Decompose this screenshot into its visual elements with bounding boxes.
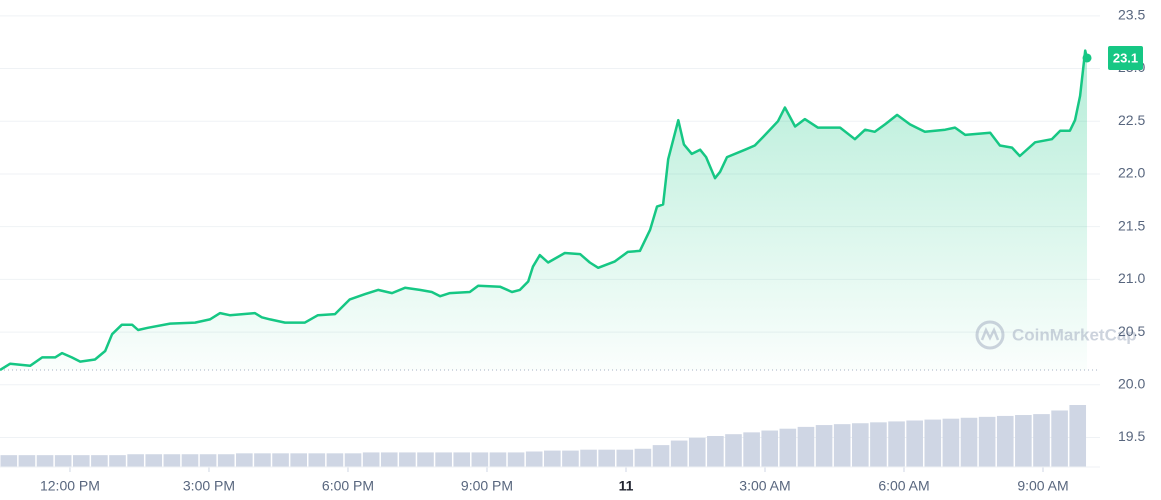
y-tick-label: 20.5 (1118, 323, 1145, 339)
volume-bar (453, 452, 471, 467)
volume-bar (1033, 414, 1050, 467)
volume-bar (507, 452, 525, 467)
y-tick-label: 21.0 (1118, 270, 1145, 286)
volume-bar (779, 428, 797, 467)
volume-bar (380, 452, 398, 467)
watermark-text: CoinMarketCap (1012, 325, 1137, 344)
volume-bar (852, 423, 869, 467)
volume-bar (616, 449, 634, 467)
volume-bar (870, 422, 887, 467)
volume-bar (725, 434, 742, 467)
volume-bar (362, 452, 380, 467)
x-tick-label: 12:00 PM (40, 478, 100, 494)
volume-bar (670, 440, 688, 467)
volume-bar (797, 426, 815, 467)
volume-bar (181, 454, 199, 467)
volume-bar (525, 451, 543, 467)
volume-bar (888, 421, 905, 467)
volume-bar (942, 418, 960, 467)
volume-bar (707, 436, 724, 467)
axes: 19.520.020.521.021.522.022.523.023.512:0… (0, 7, 1145, 494)
y-tick-label: 21.5 (1118, 217, 1145, 233)
volume-bar (544, 450, 561, 467)
x-tick-label: 3:00 AM (739, 478, 790, 494)
volume-bar (1015, 415, 1032, 467)
volume-bar (761, 430, 779, 467)
price-badge (1108, 45, 1143, 70)
watermark: CoinMarketCap (975, 320, 1137, 350)
volume-bar (18, 455, 36, 467)
x-tick-label: 9:00 AM (1017, 478, 1068, 494)
volume-bar (471, 452, 489, 467)
x-tick-label: 11 (619, 478, 634, 494)
volume-bar (634, 448, 652, 467)
last-point (1082, 53, 1092, 63)
volume-bar (272, 453, 289, 467)
y-tick-label: 23.5 (1118, 7, 1145, 23)
volume-bar (815, 425, 833, 467)
x-tick-label: 6:00 AM (878, 478, 929, 494)
volume-bar (290, 453, 307, 467)
volume-bar (199, 454, 217, 467)
volume-bar (91, 455, 108, 467)
volume-bar (996, 415, 1014, 467)
volume-bar (109, 455, 126, 467)
volume-bar (72, 455, 90, 467)
volume-bar (598, 449, 615, 467)
volume-bar (163, 454, 181, 467)
volume-bar (145, 454, 163, 467)
x-tick-label: 9:00 PM (461, 478, 513, 494)
volume-bar (580, 449, 597, 467)
volume-bar (1051, 410, 1068, 467)
volume-bar (326, 453, 344, 467)
volume-bar (1069, 405, 1087, 467)
volume-bar (0, 455, 18, 467)
volume-bar (417, 452, 434, 467)
volume-bar (236, 453, 253, 467)
volume-bar (743, 432, 760, 467)
x-tick-label: 6:00 PM (322, 478, 374, 494)
y-tick-label: 22.5 (1118, 112, 1145, 128)
y-tick-label: 19.5 (1118, 428, 1145, 444)
volume-bar (435, 452, 452, 467)
volume-bar (906, 420, 923, 467)
volume-bar (127, 454, 144, 467)
volume-bar (36, 455, 54, 467)
price-plot (0, 49, 1100, 372)
price-line (0, 49, 1089, 372)
volume-bar (254, 453, 271, 467)
watermark-logo-mark (980, 326, 1000, 341)
volume-bar (562, 450, 579, 467)
volume-bar (833, 424, 851, 467)
volume-bar (978, 416, 996, 467)
volume-bar (489, 452, 507, 467)
watermark-logo (975, 320, 1005, 350)
volume-bars (0, 405, 1087, 467)
volume-bar (688, 437, 706, 467)
volume-bar (652, 445, 670, 467)
volume-bar (217, 454, 235, 467)
y-tick-label: 22.0 (1118, 165, 1145, 181)
volume-bar (399, 452, 416, 467)
volume-bar (960, 417, 978, 467)
price-badge-label: 23.1 (1113, 50, 1138, 65)
volume-bar (308, 453, 326, 467)
y-tick-label: 20.0 (1118, 375, 1145, 391)
price-area (0, 50, 1088, 371)
volume-bar (924, 419, 942, 467)
x-tick-label: 3:00 PM (183, 478, 235, 494)
volume-bar (54, 455, 72, 467)
volume-bar (344, 453, 362, 467)
